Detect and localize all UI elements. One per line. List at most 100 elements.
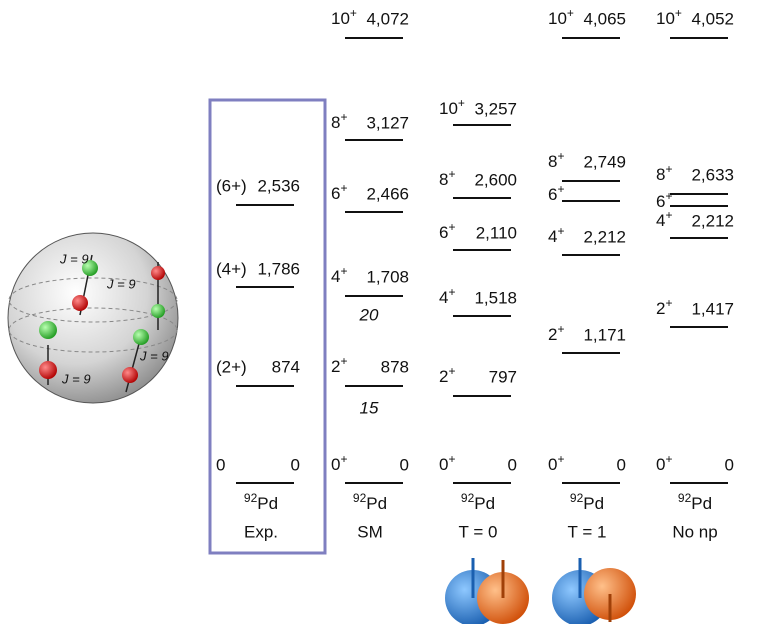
spin-j: 2 <box>656 299 665 318</box>
energy: 2,110 <box>476 223 517 242</box>
parity: + <box>665 189 672 203</box>
energy: 4,052 <box>691 9 734 28</box>
spin-j: 10 <box>548 9 567 28</box>
parity: + <box>557 452 564 466</box>
spin-j: 8 <box>548 152 557 171</box>
energy: 1,708 <box>366 267 409 286</box>
parity: + <box>458 96 465 110</box>
energy: 878 <box>381 357 409 376</box>
spin-j: 6 <box>548 185 557 204</box>
mass-number: 92 <box>570 491 584 505</box>
spin-j: 6 <box>331 184 340 203</box>
spin-j: 4 <box>439 288 448 307</box>
element: Pd <box>474 494 495 513</box>
spin: 8+ <box>656 162 672 184</box>
sphere-label: J = 9 <box>139 348 169 363</box>
spin-j: 10 <box>656 9 675 28</box>
sphere-label: J = 9 <box>61 371 91 386</box>
spin: 2+ <box>548 322 564 344</box>
spin: (2+) <box>216 357 247 376</box>
parity: + <box>448 364 455 378</box>
parity: + <box>665 208 672 222</box>
energy: 2,633 <box>691 165 734 184</box>
spin-j: 4 <box>656 211 665 230</box>
spin: 6+ <box>331 181 347 203</box>
spin-j: 10 <box>439 99 458 118</box>
spin-j: 2 <box>331 357 340 376</box>
mass-number: 92 <box>353 491 367 505</box>
element: Pd <box>583 494 604 513</box>
spin: 0+ <box>331 452 347 474</box>
spin-j: 6 <box>439 223 448 242</box>
spin: 0+ <box>439 452 455 474</box>
column-name: T = 0 <box>459 522 498 541</box>
energy: 1,786 <box>257 259 300 278</box>
transition-value: 15 <box>360 398 379 417</box>
spin-j: 0 <box>656 455 665 474</box>
parity: + <box>340 452 347 466</box>
parity: + <box>448 220 455 234</box>
spin: 4+ <box>331 264 347 286</box>
energy: 2,212 <box>691 211 734 230</box>
spin: 4+ <box>439 285 455 307</box>
parity: + <box>557 182 564 196</box>
parity: + <box>448 285 455 299</box>
transition-value: 20 <box>359 305 379 324</box>
spin: 0 <box>216 455 225 474</box>
nucleus: 92Pd <box>570 491 604 513</box>
spin-icons <box>445 558 636 624</box>
element: Pd <box>257 494 278 513</box>
spin-j: 8 <box>656 165 665 184</box>
spin-j: 8 <box>331 113 340 132</box>
energy: 3,257 <box>474 99 517 118</box>
column-name: Exp. <box>244 522 278 541</box>
spin: 8+ <box>331 110 347 132</box>
spin-j: 4 <box>331 267 340 286</box>
spin: 6+ <box>439 220 455 242</box>
energy: 0 <box>725 455 734 474</box>
energy: 3,127 <box>366 113 409 132</box>
element: Pd <box>691 494 712 513</box>
spin-j: 2 <box>439 367 448 386</box>
nucleus: 92Pd <box>461 491 495 513</box>
parity: + <box>350 6 357 20</box>
parity: + <box>340 110 347 124</box>
column-name: SM <box>357 522 383 541</box>
energy: 2,600 <box>474 170 517 189</box>
parity: + <box>567 6 574 20</box>
spin: 4+ <box>548 224 564 246</box>
nucleus: 92Pd <box>353 491 387 513</box>
energy: 2,536 <box>257 176 300 195</box>
sphere <box>8 233 178 403</box>
spin: 8+ <box>439 167 455 189</box>
energy: 0 <box>291 455 300 474</box>
parity: + <box>675 6 682 20</box>
spin: 8+ <box>548 149 564 171</box>
spin: 2+ <box>331 354 347 376</box>
spin: 10+ <box>548 6 574 28</box>
spin-j: 8 <box>439 170 448 189</box>
energy: 4,065 <box>583 9 626 28</box>
nucleus: 92Pd <box>678 491 712 513</box>
spin-j: 0 <box>439 455 448 474</box>
parity: + <box>340 181 347 195</box>
spin: 0+ <box>548 452 564 474</box>
spin-j: 2 <box>548 325 557 344</box>
parity: + <box>557 224 564 238</box>
energy: 797 <box>489 367 517 386</box>
spin-j: 4 <box>548 227 557 246</box>
parity: + <box>665 296 672 310</box>
energy: 874 <box>272 357 300 376</box>
parity: + <box>340 264 347 278</box>
spin: 10+ <box>439 96 465 118</box>
energy: 2,212 <box>583 227 626 246</box>
spin: (4+) <box>216 259 247 278</box>
sphere-label: J = 9 <box>106 276 136 291</box>
spin: (6+) <box>216 176 247 195</box>
column-name: No np <box>672 522 717 541</box>
spin: 2+ <box>439 364 455 386</box>
energy: 1,171 <box>583 325 626 344</box>
exp-box <box>210 100 325 553</box>
mass-number: 92 <box>244 491 258 505</box>
energy: 4,072 <box>366 9 409 28</box>
